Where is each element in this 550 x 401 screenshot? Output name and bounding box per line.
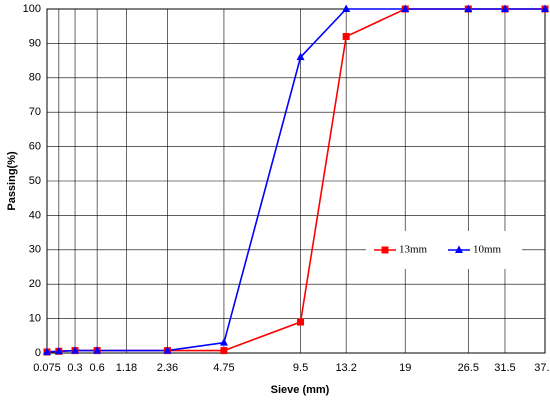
marker [342, 33, 350, 41]
x-tick-label: 13.2 [335, 362, 356, 374]
y-axis-title: Passing(%) [6, 151, 18, 211]
legend: 13mm 10mm [366, 231, 522, 269]
y-tick-label: 0 [35, 347, 41, 359]
series-line [46, 8, 545, 353]
x-tick-label: 1.18 [116, 362, 137, 374]
marker [464, 4, 473, 12]
legend-marker [381, 246, 389, 254]
y-tick-label: 100 [23, 3, 41, 15]
x-tick-label: 31.5 [494, 362, 515, 374]
x-tick-label: 19 [399, 362, 411, 374]
legend-label: 13mm [399, 244, 428, 256]
y-tick-label: 60 [29, 141, 41, 153]
marker [71, 346, 80, 354]
marker [219, 338, 228, 346]
marker [297, 318, 305, 326]
y-tick-label: 70 [29, 106, 41, 118]
marker [500, 4, 509, 12]
marker [401, 4, 410, 12]
x-tick-label: 4.75 [213, 362, 234, 374]
x-tick-label: 9.5 [293, 362, 308, 374]
x-tick-label: 37.5 [534, 362, 550, 374]
x-axis-title: Sieve (mm) [271, 384, 330, 396]
marker [541, 4, 549, 12]
marker [163, 346, 172, 354]
series-line [46, 8, 545, 353]
x-tick-label: 0.075 [33, 362, 61, 374]
plot-border [46, 8, 546, 354]
marker [93, 346, 102, 354]
x-tick-label: 0.6 [89, 362, 104, 374]
marker [220, 347, 228, 355]
y-tick-label: 90 [29, 37, 41, 49]
legend-label: 10mm [473, 244, 502, 256]
y-tick-label: 40 [29, 209, 41, 221]
marker [43, 347, 51, 355]
y-tick-label: 50 [29, 175, 41, 187]
x-tick-label: 26.5 [458, 362, 479, 374]
marker [54, 346, 63, 355]
y-tick-label: 30 [29, 244, 41, 256]
x-tick-label: 2.36 [157, 362, 178, 374]
marker [342, 4, 351, 12]
legend-marker [455, 245, 463, 253]
y-tick-label: 10 [29, 313, 41, 325]
marker [296, 52, 305, 61]
y-tick-label: 80 [29, 72, 41, 84]
x-tick-label: 0.3 [67, 362, 82, 374]
y-tick-label: 20 [29, 278, 41, 290]
